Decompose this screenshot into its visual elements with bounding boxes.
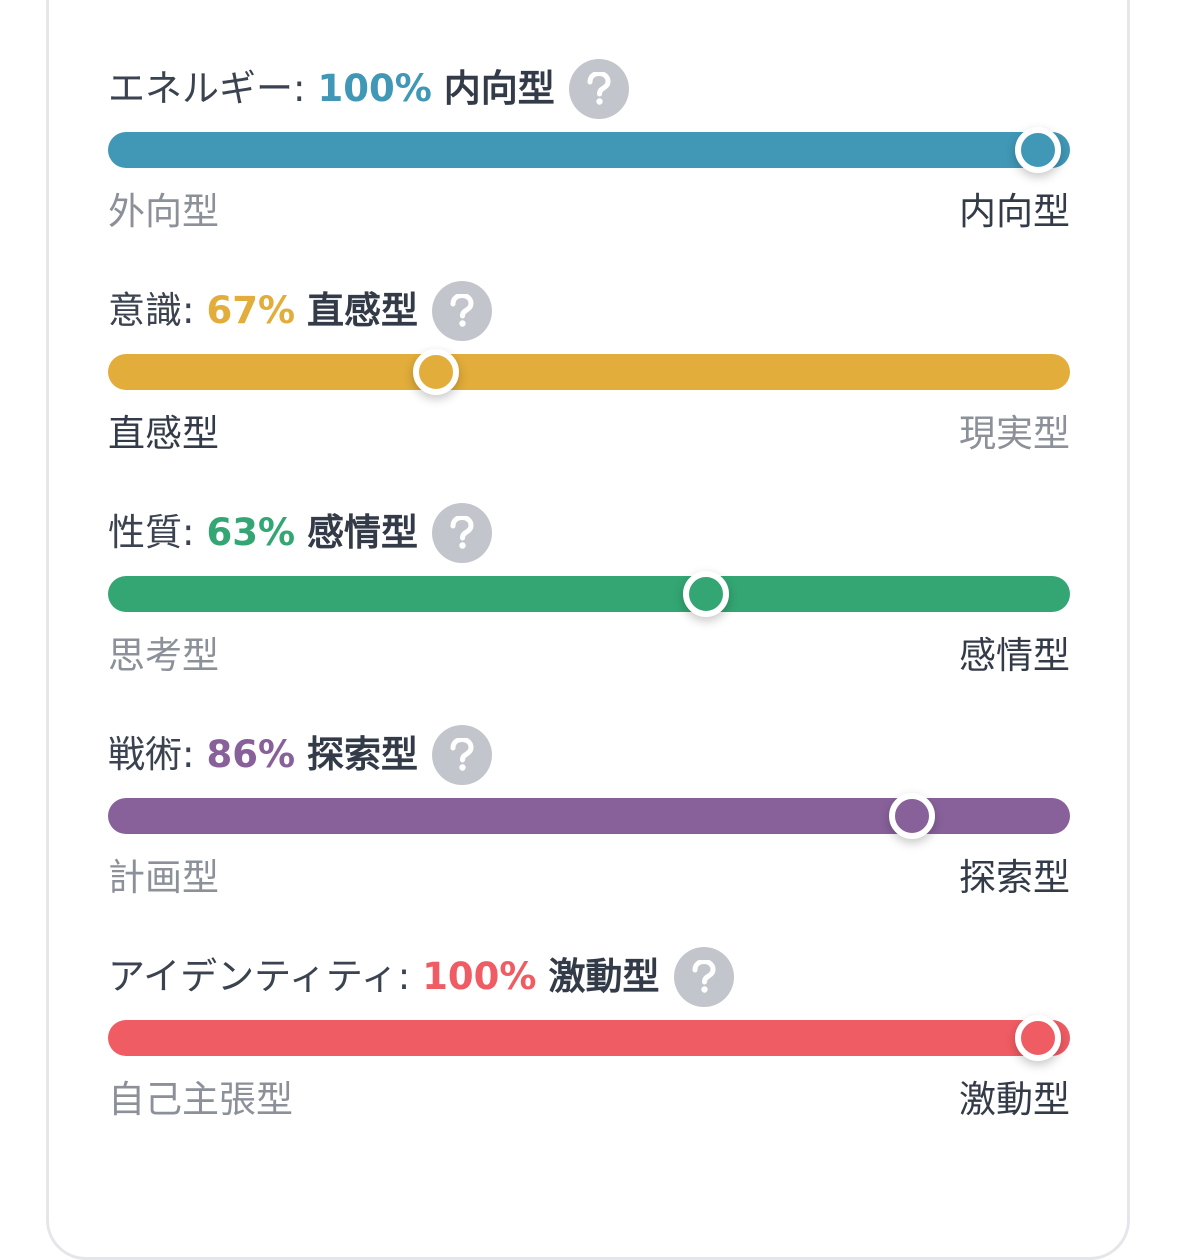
trait-type: 感情型 [307, 511, 419, 554]
question-mark-icon [450, 516, 474, 549]
trait-heading: エネルギー:100% 内向型 [108, 58, 629, 120]
right-pole-label: 現実型 [959, 412, 1070, 455]
trait-heading: 戦術:86% 探索型 [108, 724, 493, 786]
trait-percent: 100% [422, 955, 537, 998]
slider-knob[interactable] [1015, 1015, 1061, 1061]
right-pole-label: 探索型 [959, 856, 1070, 899]
help-button[interactable] [673, 947, 734, 1007]
trait-bar [108, 127, 1070, 173]
left-pole-label: 思考型 [108, 634, 219, 677]
trait-tactics: 戦術:86% 探索型 計画型 探索型 [108, 724, 1070, 914]
trait-colon: : [182, 511, 195, 554]
help-button[interactable] [568, 59, 629, 119]
trait-percent: 63% [206, 511, 296, 554]
help-button[interactable] [432, 281, 493, 341]
trait-bar [108, 1015, 1070, 1061]
left-pole-label: 外向型 [108, 190, 219, 233]
trait-colon: : [182, 733, 195, 776]
trait-colon: : [182, 289, 195, 332]
trait-colon: : [293, 67, 306, 110]
help-button[interactable] [432, 503, 493, 563]
trait-percent: 86% [206, 733, 296, 776]
slider-knob[interactable] [413, 349, 460, 395]
question-mark-icon [587, 72, 611, 105]
trait-type: 直感型 [307, 289, 419, 332]
slider-knob[interactable] [1015, 127, 1061, 173]
trait-percent: 67% [206, 289, 296, 332]
question-mark-icon [692, 960, 716, 993]
trait-colon: : [397, 955, 411, 998]
trait-energy: エネルギー:100% 内向型 外向型 内向型 [108, 58, 1070, 248]
right-pole-label: 感情型 [959, 634, 1070, 677]
trait-heading: 意識:67% 直感型 [108, 280, 493, 342]
trait-label: 性質 [108, 511, 182, 554]
right-pole-label: 激動型 [959, 1078, 1070, 1121]
trait-type: 激動型 [548, 955, 660, 998]
trait-mind: 意識:67% 直感型 直感型 現実型 [108, 280, 1070, 470]
left-pole-label: 自己主張型 [108, 1078, 293, 1121]
left-pole-label: 計画型 [108, 856, 219, 899]
question-mark-icon [450, 294, 474, 327]
trait-identity: アイデンティティ:100% 激動型 自己主張型 激動型 [108, 946, 1070, 1136]
trait-bar [108, 793, 1070, 839]
help-button[interactable] [432, 725, 493, 785]
trait-label: 意識 [108, 289, 182, 332]
trait-percent: 100% [317, 67, 432, 110]
trait-heading: 性質:63% 感情型 [108, 502, 493, 564]
trait-bar [108, 349, 1070, 395]
right-pole-label: 内向型 [959, 190, 1070, 233]
question-mark-icon [450, 738, 474, 771]
trait-type: 内向型 [443, 67, 555, 110]
trait-label: 戦術 [108, 733, 182, 776]
trait-type: 探索型 [307, 733, 419, 776]
trait-heading: アイデンティティ:100% 激動型 [108, 946, 734, 1008]
trait-label: エネルギー [108, 67, 293, 110]
slider-knob[interactable] [682, 571, 729, 617]
trait-nature: 性質:63% 感情型 思考型 感情型 [108, 502, 1070, 692]
left-pole-label: 直感型 [108, 412, 219, 455]
slider-knob[interactable] [889, 793, 936, 839]
trait-label: アイデンティティ [108, 955, 398, 998]
trait-bar [108, 571, 1070, 617]
